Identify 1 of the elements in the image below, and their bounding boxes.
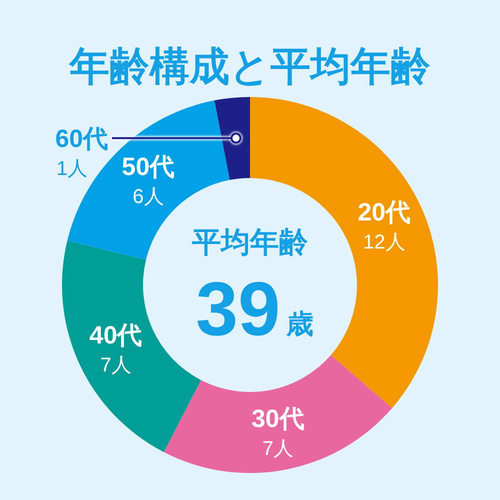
title: 年齢構成と平均年齢 — [70, 45, 430, 89]
